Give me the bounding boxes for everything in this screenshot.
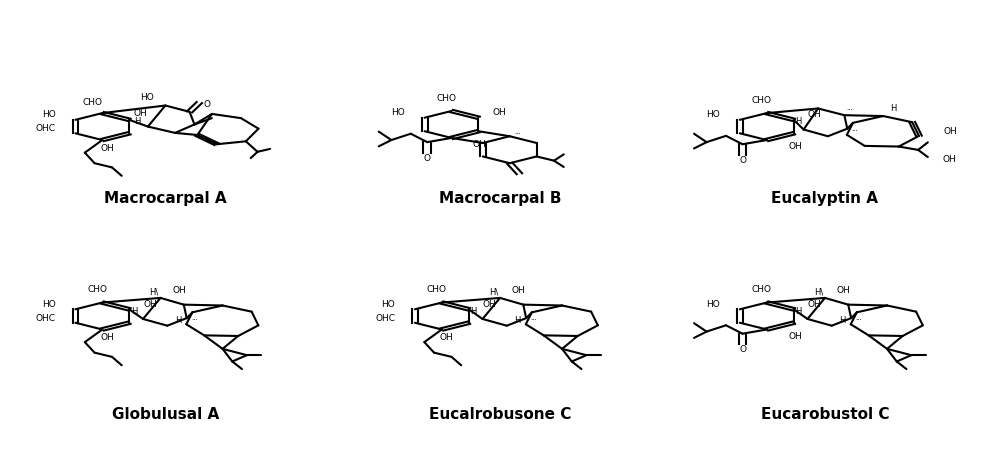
Text: OH: OH	[512, 286, 525, 295]
Text: HO: HO	[391, 108, 405, 117]
Text: ···: ···	[191, 317, 198, 323]
Text: OH: OH	[788, 332, 802, 341]
Text: O: O	[424, 154, 431, 163]
Text: OH: OH	[440, 333, 454, 342]
Text: OH: OH	[483, 300, 496, 309]
Text: ···: ···	[852, 128, 858, 134]
Text: OH: OH	[807, 300, 821, 309]
Text: OH: OH	[100, 333, 114, 342]
Text: Eucalrobusone C: Eucalrobusone C	[429, 407, 571, 423]
Text: OH: OH	[788, 142, 802, 151]
Text: O: O	[204, 100, 211, 109]
Text: H: H	[175, 316, 181, 325]
Text: OH: OH	[100, 144, 114, 153]
Text: CHO: CHO	[752, 96, 772, 105]
Text: HO: HO	[140, 93, 154, 102]
Text: OH: OH	[133, 110, 147, 119]
Text: OH: OH	[143, 300, 157, 309]
Text: H\: H\	[149, 287, 159, 296]
Text: Macrocarpal A: Macrocarpal A	[104, 191, 227, 206]
Text: CHO: CHO	[83, 98, 103, 106]
Text: HO: HO	[706, 300, 720, 309]
Text: H\: H\	[489, 287, 498, 296]
Text: OHC: OHC	[375, 313, 395, 322]
Text: ···: ···	[531, 317, 537, 323]
Text: Macrocarpal B: Macrocarpal B	[439, 191, 561, 206]
Text: CHO: CHO	[437, 94, 457, 103]
Text: Eucalyptin A: Eucalyptin A	[771, 191, 878, 206]
Text: H: H	[795, 307, 802, 316]
Text: OH: OH	[943, 127, 957, 136]
Text: H: H	[515, 316, 521, 325]
Text: ···: ···	[846, 107, 853, 113]
Text: H\: H\	[814, 287, 823, 296]
Text: OH: OH	[172, 286, 186, 295]
Text: Eucarobustol C: Eucarobustol C	[761, 407, 889, 423]
Text: OH: OH	[473, 140, 487, 149]
Text: HO: HO	[381, 300, 395, 309]
Text: OH: OH	[837, 286, 850, 295]
Text: HO: HO	[706, 110, 720, 119]
Text: ···: ···	[515, 131, 521, 137]
Text: CHO: CHO	[87, 285, 107, 295]
Text: H: H	[890, 104, 896, 113]
Text: H: H	[131, 307, 137, 316]
Text: H: H	[795, 117, 802, 126]
Text: OHC: OHC	[36, 313, 56, 322]
Text: CHO: CHO	[752, 285, 772, 295]
Text: Globulusal A: Globulusal A	[112, 407, 219, 423]
Text: O: O	[739, 345, 746, 354]
Text: OH: OH	[807, 110, 821, 119]
Text: H: H	[134, 117, 140, 126]
Text: OH: OH	[942, 155, 956, 164]
Text: HO: HO	[42, 110, 56, 119]
Text: HO: HO	[42, 300, 56, 309]
Text: OH: OH	[492, 108, 506, 117]
Text: CHO: CHO	[427, 285, 447, 295]
Text: H: H	[470, 307, 477, 316]
Text: OHC: OHC	[36, 124, 56, 133]
Text: H: H	[840, 316, 846, 325]
Text: ···: ···	[856, 317, 862, 323]
Text: O: O	[739, 156, 746, 165]
